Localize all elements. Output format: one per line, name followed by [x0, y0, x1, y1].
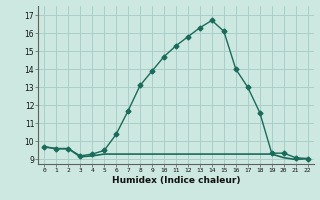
- X-axis label: Humidex (Indice chaleur): Humidex (Indice chaleur): [112, 176, 240, 185]
